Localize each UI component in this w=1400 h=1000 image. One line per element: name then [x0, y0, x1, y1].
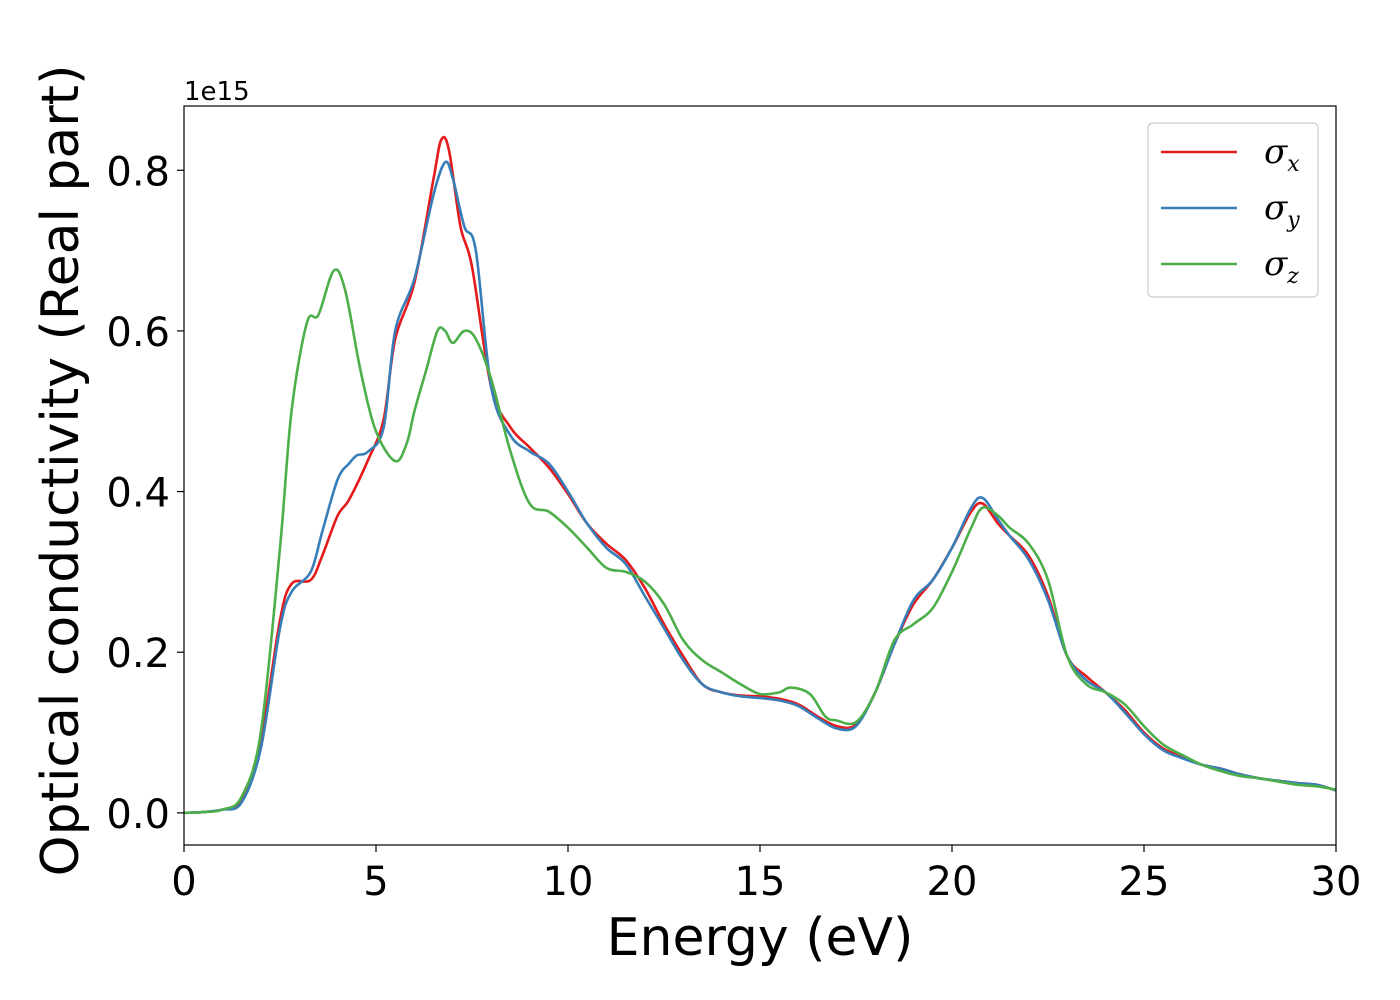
- x-tick-label: 5: [363, 859, 388, 905]
- plot-lines: [184, 135, 1336, 815]
- y-tick-label: 0.2: [106, 631, 170, 677]
- x-tick-label: 15: [735, 859, 786, 905]
- x-axis-ticks: 0 5 10 15 20 25 30: [171, 845, 1361, 905]
- y-tick-label: 0.0: [106, 792, 170, 838]
- x-tick-label: 0: [171, 859, 196, 905]
- legend-box: [1147, 122, 1319, 298]
- legend-label-y: σy: [1264, 188, 1300, 233]
- x-axis-title: Energy (eV): [607, 908, 914, 968]
- y-offset-text: 1e15: [184, 77, 250, 107]
- x-tick-label: 10: [543, 859, 594, 905]
- x-tick-label: 20: [927, 859, 978, 905]
- y-tick-label: 0.6: [106, 310, 170, 356]
- y-axis-title: Optical conductivity (Real part): [31, 65, 91, 877]
- x-tick-label: 25: [1119, 859, 1170, 905]
- legend-label-x: σx: [1264, 132, 1300, 177]
- legend-label-z: σz: [1264, 244, 1299, 289]
- series-line-z: [184, 268, 1336, 815]
- y-axis-ticks: 0.0 0.2 0.4 0.6 0.8: [106, 149, 184, 838]
- y-tick-label: 0.4: [106, 471, 170, 517]
- x-tick-label: 30: [1311, 859, 1362, 905]
- y-tick-label: 0.8: [106, 149, 170, 195]
- series-line-y: [184, 160, 1336, 815]
- legend: σx σy σz: [1147, 122, 1319, 298]
